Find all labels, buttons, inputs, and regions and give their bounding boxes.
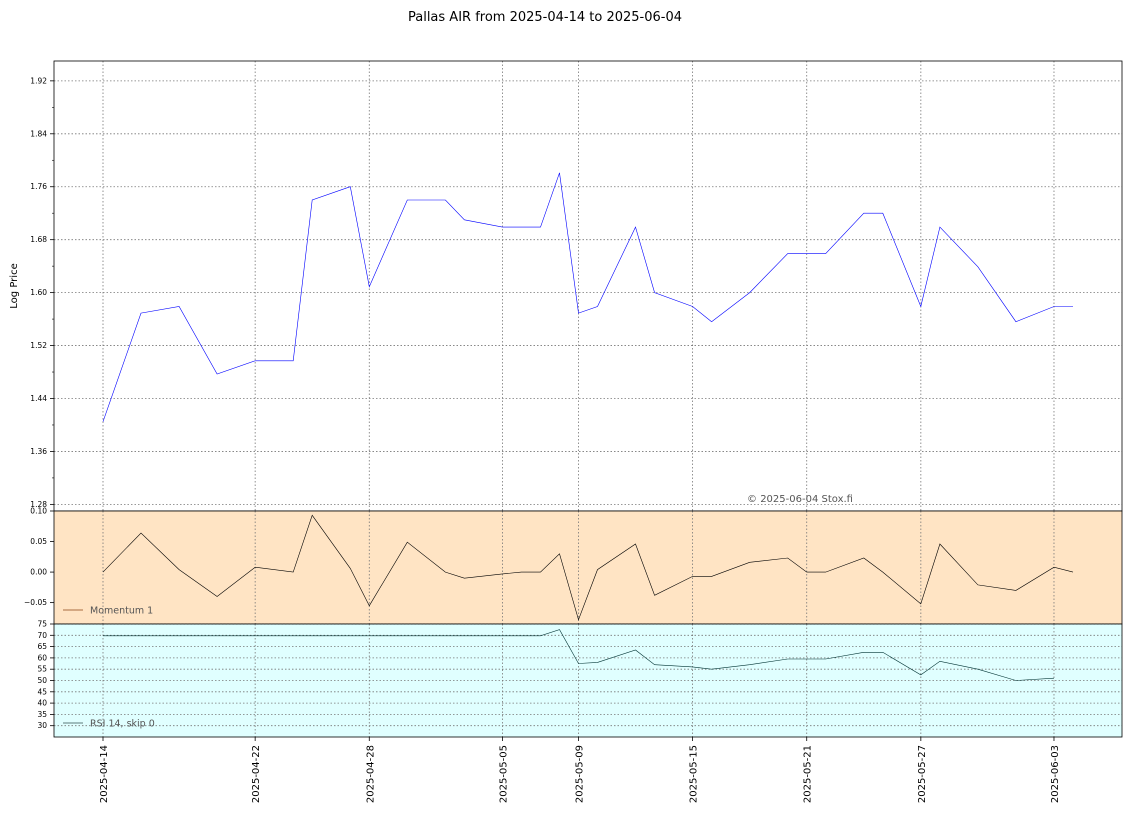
price-series-line-0 (102, 172, 1073, 422)
x-tick-label-1: 2025-04-22 (251, 745, 262, 803)
rsi-ytick-label-2: 40 (37, 699, 47, 708)
rsi-ytick-label-5: 55 (37, 665, 47, 674)
momentum-panel: −0.05 0.00 0.05 0.10 Momentum 1 (24, 507, 1123, 625)
price-background (54, 61, 1122, 511)
momentum-ytick-label-2: 0.05 (30, 537, 47, 546)
momentum-series-line-0 (102, 514, 1074, 621)
momentum-legend-label: Momentum 1 (90, 606, 153, 617)
watermark: © 2025-06-04 Stox.fi (747, 494, 853, 505)
rsi-legend-label: RSI 14, skip 0 (90, 719, 155, 730)
rsi-ytick-label-9: 75 (37, 620, 47, 629)
momentum-ytick-label-3: 0.10 (30, 507, 47, 516)
price-ytick-label-6: 1.76 (30, 182, 47, 191)
rsi-series-line-0 (103, 629, 1055, 681)
x-tick-label-0: 2025-04-14 (99, 745, 110, 803)
x-axis: 2025-04-14 2025-04-22 2025-04-28 2025-05-05… (99, 737, 1061, 803)
x-tick-label-4: 2025-05-09 (574, 745, 585, 803)
rsi-ytick-label-8: 70 (37, 631, 47, 640)
x-tick-label-7: 2025-05-27 (917, 745, 928, 803)
rsi-ytick-label-6: 60 (37, 653, 47, 662)
price-ytick-label-5: 1.68 (30, 235, 47, 244)
price-ytick-label-8: 1.92 (30, 76, 47, 85)
price-ytick-label-2: 1.44 (30, 394, 47, 403)
price-ytick-label-1: 1.36 (30, 447, 47, 456)
x-tick-label-2: 2025-04-28 (365, 745, 376, 803)
price-ytick-label-4: 1.60 (30, 288, 47, 297)
chart-title: Pallas AIR from 2025-04-14 to 2025-06-04 (408, 10, 682, 25)
rsi-frame (53, 623, 1123, 738)
price-ytick-label-0: 1.28 (30, 500, 47, 509)
rsi-ytick-label-4: 50 (37, 676, 47, 685)
price-ytick-label-3: 1.52 (30, 341, 47, 350)
price-ytick-label-7: 1.84 (30, 129, 47, 138)
momentum-ytick-label-1: 0.00 (30, 568, 47, 577)
x-tick-label-5: 2025-05-15 (689, 745, 700, 803)
price-panel: 1.28 1.36 1.44 1.52 1.60 1.68 1.76 1.84 1.92 (30, 60, 1123, 512)
x-tick-label-8: 2025-06-03 (1050, 745, 1061, 803)
rsi-ytick-label-0: 30 (37, 721, 47, 730)
rsi-ytick-label-7: 65 (37, 642, 47, 651)
rsi-panel: 30 35 40 45 50 55 60 65 70 75 RSI 14, skip 0 (37, 620, 1123, 738)
rsi-ytick-label-3: 45 (37, 687, 47, 696)
x-tick-label-6: 2025-05-21 (803, 745, 814, 803)
price-y-axis-label: Log Price (9, 263, 20, 308)
x-tick-label-3: 2025-05-05 (498, 745, 509, 803)
rsi-ytick-label-1: 35 (37, 710, 47, 719)
momentum-background (54, 511, 1122, 624)
momentum-ytick-label-0: −0.05 (24, 598, 47, 607)
